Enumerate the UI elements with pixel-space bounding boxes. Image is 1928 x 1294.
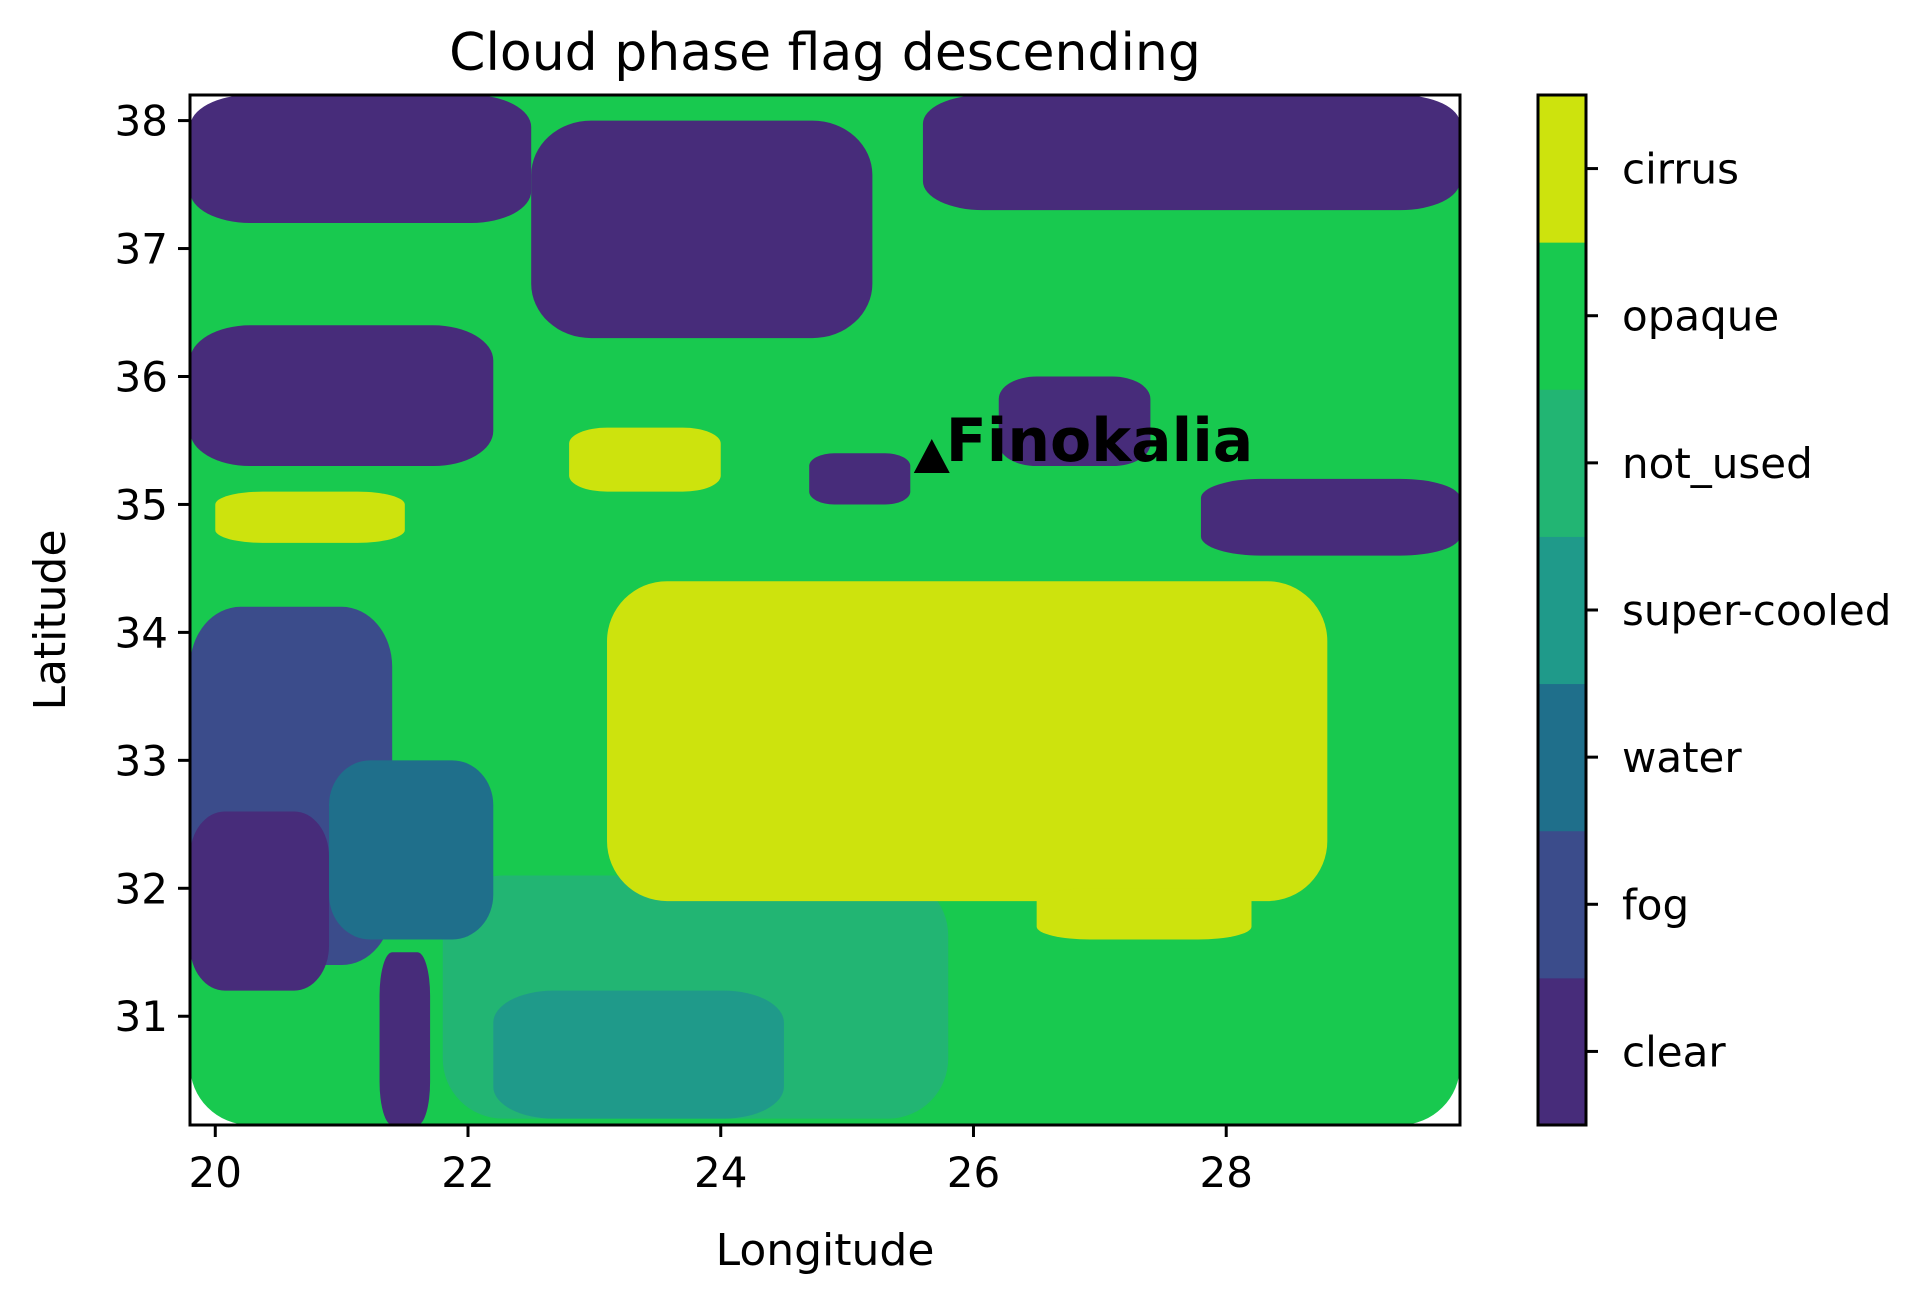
x-tick-label: 28: [1199, 1148, 1252, 1197]
region-clear-10: [809, 453, 911, 505]
colorbar: clear fog water super-cooled not_used opaque c…: [1536, 93, 1891, 1127]
colorbar-swatch-not_used: [1538, 389, 1586, 537]
region-clear-9: [190, 325, 494, 467]
y-tick-label: 33: [115, 736, 168, 785]
y-tick-label: 32: [115, 864, 168, 913]
colorbar-label-super-cooled: super-cooled: [1622, 586, 1891, 635]
region-clear-12: [1200, 478, 1460, 556]
x-axis-label: Longitude: [716, 1225, 935, 1276]
y-tick-label: 34: [115, 608, 168, 657]
region-cirrus-14: [607, 581, 1328, 902]
region-water-4: [329, 760, 494, 940]
y-tick-label: 31: [115, 992, 168, 1041]
y-tick-label: 35: [115, 480, 168, 529]
station-marker-icon: [913, 438, 950, 473]
region-clear-5: [190, 811, 330, 991]
colorbar-swatch-opaque: [1538, 242, 1586, 390]
region-clear-6: [190, 95, 532, 223]
colorbar-swatch-super-cooled: [1538, 536, 1586, 685]
plot-frame: [188, 93, 1462, 1127]
colorbar-swatch-cirrus: [1538, 95, 1586, 243]
x-tick-label: 24: [694, 1148, 747, 1197]
colorbar-label-opaque: opaque: [1622, 292, 1779, 341]
region-super-cooled-2: [493, 990, 784, 1119]
colorbar-label-water: water: [1622, 733, 1742, 782]
station-label: Finokalia: [946, 406, 1253, 476]
region-cirrus-17: [215, 491, 405, 543]
x-axis: 20 22 24 26 28: [189, 1125, 1253, 1197]
x-tick-label: 22: [441, 1148, 494, 1197]
colorbar-frame: [1536, 93, 1588, 1127]
region-clear-11: [998, 376, 1151, 467]
y-axis: 31 32 33 34 35 36 37 38: [115, 97, 190, 1041]
x-tick-label: 20: [189, 1148, 242, 1197]
x-tick-label: 26: [947, 1148, 1000, 1197]
colorbar-label-cirrus: cirrus: [1622, 145, 1739, 194]
y-tick-label: 37: [115, 225, 168, 274]
colorbar-label-fog: fog: [1622, 880, 1689, 929]
y-tick-label: 36: [115, 352, 168, 401]
region-cirrus-16: [569, 427, 721, 492]
annotation-layer: Finokalia: [913, 406, 1253, 476]
region-cirrus-15: [1036, 888, 1252, 940]
colorbar-label-not_used: not_used: [1622, 439, 1813, 488]
colorbar-swatch-clear: [1538, 977, 1586, 1126]
colorbar-swatch-water: [1538, 683, 1586, 832]
y-axis-label: Latitude: [25, 529, 76, 710]
colorbar-label-clear: clear: [1622, 1027, 1726, 1076]
map-area: [190, 95, 1460, 1125]
region-clear-13: [379, 952, 431, 1125]
region-clear-8: [922, 95, 1460, 211]
colorbar-swatch-fog: [1538, 830, 1586, 979]
y-tick-label: 38: [115, 97, 168, 146]
chart-title: Cloud phase flag descending: [449, 23, 1201, 83]
region-clear-7: [531, 120, 873, 339]
